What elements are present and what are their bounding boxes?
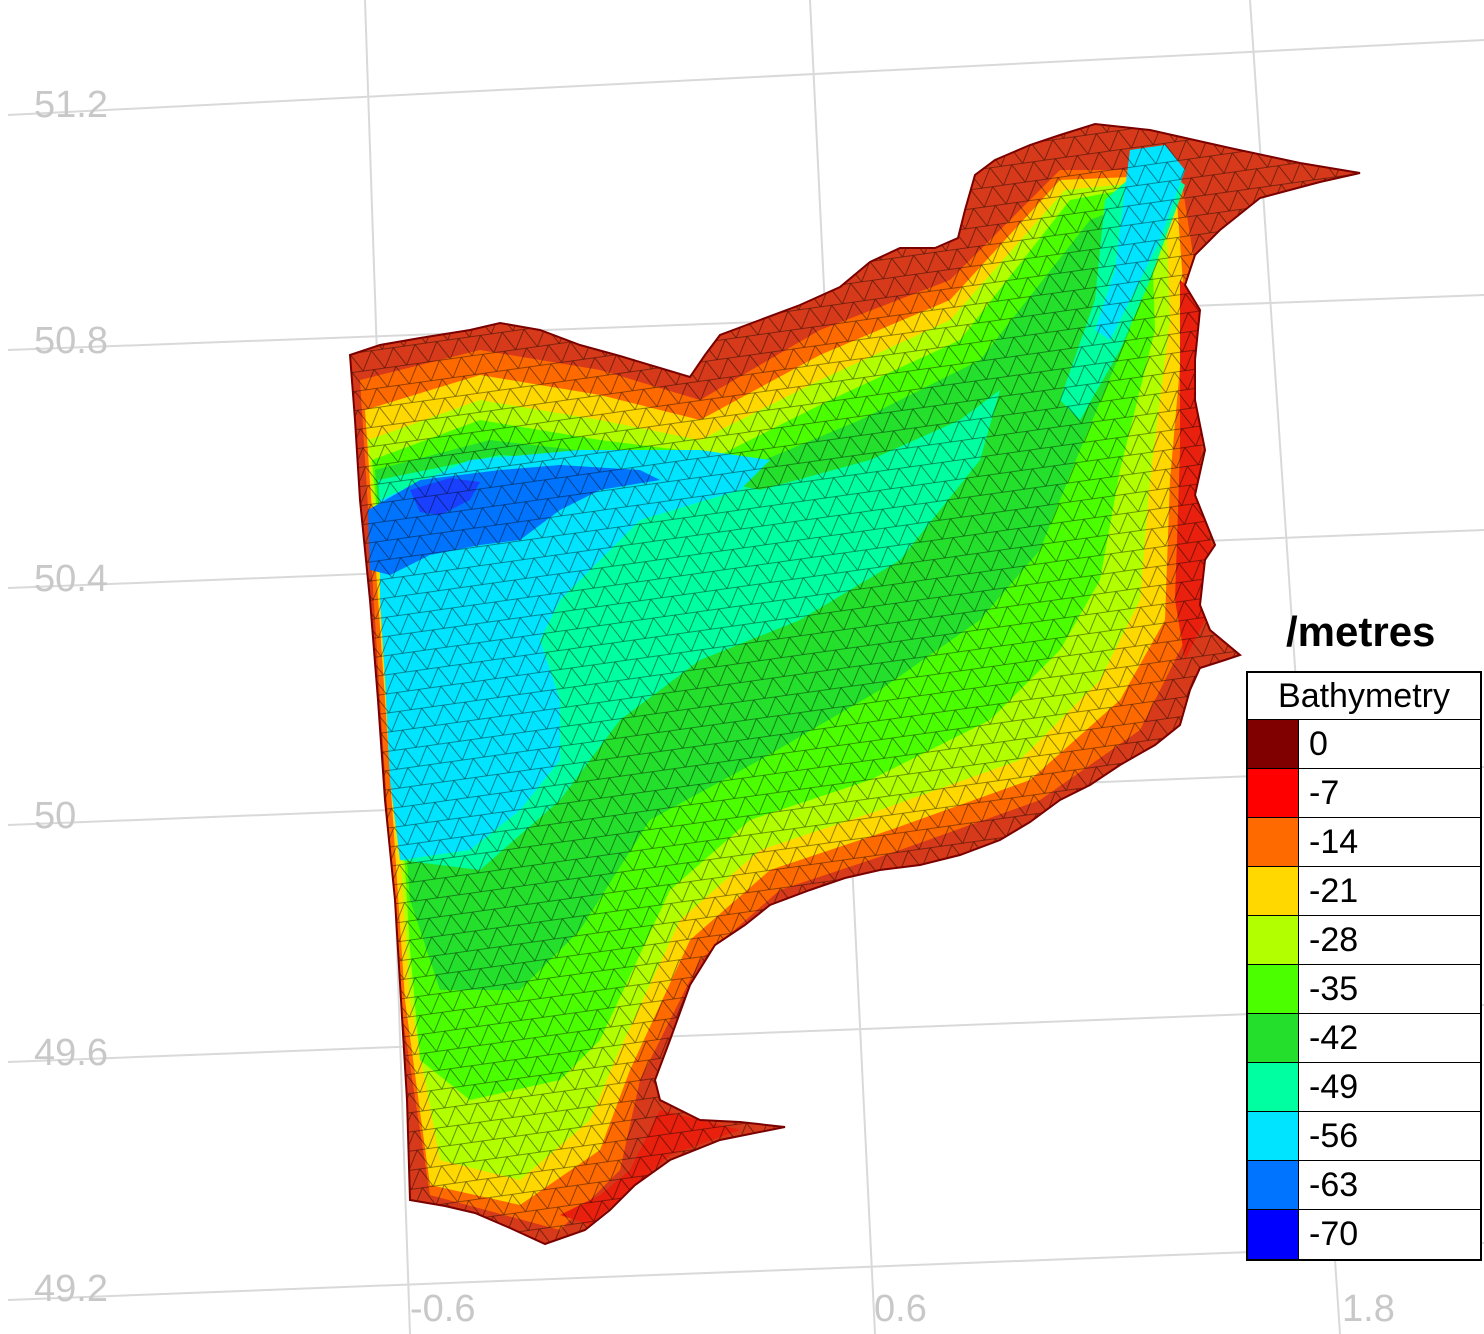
- legend-entry: -7: [1248, 769, 1480, 818]
- lat-tick-label: 50: [34, 795, 77, 837]
- unit-title: /metres: [1286, 608, 1436, 655]
- legend-value: -63: [1309, 1166, 1359, 1204]
- lat-tick-label: 49.2: [34, 1268, 108, 1310]
- legend-entry: -28: [1248, 916, 1480, 965]
- legend-value: -14: [1309, 823, 1359, 861]
- bathymetry-surface: [350, 124, 1360, 1244]
- lon-tick-label: 1.8: [1342, 1288, 1395, 1330]
- legend-swatch: [1248, 818, 1299, 866]
- legend-entry: -49: [1248, 1063, 1480, 1112]
- legend-swatch: [1248, 867, 1299, 915]
- legend-value: -35: [1309, 970, 1359, 1008]
- lon-tick-label: -0.6: [410, 1288, 476, 1330]
- legend-entry: -70: [1248, 1210, 1480, 1259]
- lon-tick-label: 0.6: [874, 1288, 927, 1330]
- graticule: [7, 0, 1484, 1334]
- legend-entry: -14: [1248, 818, 1480, 867]
- legend-value: 0: [1309, 725, 1328, 763]
- lat-tick-label: 49.6: [34, 1032, 108, 1074]
- legend-entry: -35: [1248, 965, 1480, 1014]
- legend-value: -42: [1309, 1019, 1359, 1057]
- legend-swatch: [1248, 720, 1299, 768]
- legend-value: -56: [1309, 1117, 1359, 1155]
- legend: Bathymetry 0 -7 -14 -21 -28 -35 -42 -49 -56 -63 -7…: [1246, 671, 1482, 1261]
- legend-swatch: [1248, 1112, 1299, 1160]
- legend-entry: -42: [1248, 1014, 1480, 1063]
- legend-swatch: [1248, 916, 1299, 964]
- legend-swatch: [1248, 1014, 1299, 1062]
- lat-tick-label: 50.8: [34, 320, 108, 362]
- legend-value: -7: [1309, 774, 1340, 812]
- lat-tick-label: 50.4: [34, 558, 108, 600]
- legend-value: -70: [1309, 1215, 1359, 1253]
- legend-swatch: [1248, 1210, 1299, 1259]
- legend-swatch: [1248, 1161, 1299, 1209]
- legend-swatch: [1248, 1063, 1299, 1111]
- legend-entry: -63: [1248, 1161, 1480, 1210]
- lat-tick-label: 51.2: [34, 84, 108, 126]
- legend-title: Bathymetry: [1248, 673, 1480, 720]
- legend-value: -28: [1309, 921, 1359, 959]
- legend-entry: -56: [1248, 1112, 1480, 1161]
- legend-value: -21: [1309, 872, 1359, 910]
- legend-entry: -21: [1248, 867, 1480, 916]
- legend-swatch: [1248, 769, 1299, 817]
- legend-value: -49: [1309, 1068, 1359, 1106]
- legend-swatch: [1248, 965, 1299, 1013]
- legend-entry: 0: [1248, 720, 1480, 769]
